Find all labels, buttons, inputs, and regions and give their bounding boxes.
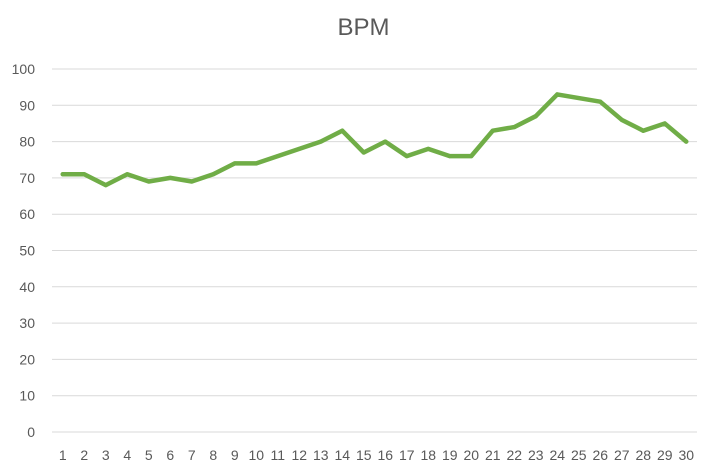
data-point <box>555 92 560 97</box>
y-tick-label: 70 <box>19 170 35 186</box>
x-tick-label: 16 <box>377 447 393 463</box>
data-point <box>512 125 517 130</box>
data-point <box>361 150 366 155</box>
data-point <box>232 161 237 166</box>
y-tick-label: 60 <box>19 206 35 222</box>
data-point <box>60 172 65 177</box>
x-tick-label: 29 <box>657 447 673 463</box>
x-tick-label: 5 <box>145 447 153 463</box>
x-tick-label: 12 <box>291 447 307 463</box>
x-tick-label: 10 <box>248 447 264 463</box>
x-tick-label: 9 <box>231 447 239 463</box>
x-tick-label: 3 <box>102 447 110 463</box>
y-tick-label: 10 <box>19 388 35 404</box>
data-point <box>598 99 603 104</box>
data-point <box>318 139 323 144</box>
x-tick-label: 30 <box>678 447 694 463</box>
x-tick-label: 27 <box>614 447 630 463</box>
data-point <box>82 172 87 177</box>
x-tick-label: 22 <box>506 447 522 463</box>
data-point <box>684 139 689 144</box>
data-point <box>447 154 452 159</box>
x-tick-label: 4 <box>123 447 131 463</box>
x-tick-label: 21 <box>485 447 501 463</box>
x-tick-label: 8 <box>209 447 217 463</box>
series-line <box>60 92 689 188</box>
data-point <box>103 183 108 188</box>
data-point <box>576 96 581 101</box>
data-point <box>641 128 646 133</box>
x-tick-label: 17 <box>399 447 415 463</box>
y-tick-label: 50 <box>19 243 35 259</box>
y-tick-label: 90 <box>19 97 35 113</box>
x-tick-label: 18 <box>420 447 436 463</box>
x-tick-label: 19 <box>442 447 458 463</box>
data-point <box>383 139 388 144</box>
data-point <box>426 146 431 151</box>
data-point <box>168 175 173 180</box>
y-tick-label: 40 <box>19 279 35 295</box>
data-point <box>125 172 130 177</box>
data-point <box>662 121 667 126</box>
x-tick-label: 20 <box>463 447 479 463</box>
data-point <box>619 117 624 122</box>
data-point <box>254 161 259 166</box>
data-point <box>340 128 345 133</box>
x-tick-label: 28 <box>635 447 651 463</box>
data-point <box>469 154 474 159</box>
x-tick-label: 11 <box>270 447 285 463</box>
x-tick-label: 13 <box>313 447 329 463</box>
x-tick-label: 26 <box>592 447 608 463</box>
x-tick-label: 1 <box>59 447 67 463</box>
x-tick-label: 24 <box>549 447 565 463</box>
data-point <box>297 146 302 151</box>
x-tick-label: 15 <box>356 447 372 463</box>
data-point <box>189 179 194 184</box>
y-tick-label: 100 <box>12 61 36 77</box>
x-tick-label: 6 <box>166 447 174 463</box>
x-tick-label: 23 <box>528 447 544 463</box>
x-tick-label: 7 <box>188 447 196 463</box>
data-point <box>211 172 216 177</box>
chart-title: BPM <box>337 14 390 41</box>
data-point <box>533 114 538 119</box>
data-point <box>275 154 280 159</box>
y-tick-label: 80 <box>19 134 35 150</box>
x-tick-label: 25 <box>571 447 587 463</box>
x-tick-label: 14 <box>334 447 350 463</box>
x-tick-label: 2 <box>80 447 88 463</box>
y-tick-label: 20 <box>19 351 35 367</box>
data-point <box>490 128 495 133</box>
data-point <box>146 179 151 184</box>
y-tick-label: 30 <box>19 315 35 331</box>
y-tick-label: 0 <box>27 424 35 440</box>
data-point <box>404 154 409 159</box>
